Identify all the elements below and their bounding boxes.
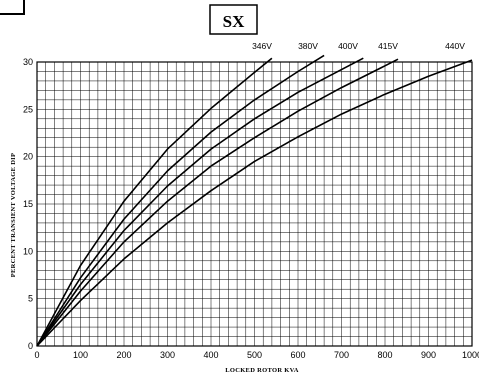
x-tick-label: 500 xyxy=(247,350,262,360)
y-tick-label: 25 xyxy=(23,104,33,114)
plot-frame xyxy=(36,61,473,347)
x-tick-label: 800 xyxy=(377,350,392,360)
series-label-440v: 440V xyxy=(445,41,465,51)
series-label-400v: 400V xyxy=(338,41,358,51)
x-axis-title: LOCKED ROTOR KVA xyxy=(225,367,299,374)
x-tick-label: 0 xyxy=(34,350,39,360)
y-axis-title: PERCENT TRANSIENT VOLTAGE DIP xyxy=(10,153,17,278)
chart-title: SX xyxy=(223,12,245,31)
x-tick-label: 900 xyxy=(421,350,436,360)
title-box xyxy=(209,4,258,35)
x-tick-label: 200 xyxy=(116,350,131,360)
x-tick-label: 100 xyxy=(73,350,88,360)
series-line-380v xyxy=(36,54,325,347)
series-label-380v: 380V xyxy=(298,41,318,51)
series-labels: 346V 380V 400V 415V 440V xyxy=(252,41,465,51)
series-line-400v xyxy=(36,57,364,347)
series-line-440v xyxy=(36,59,473,347)
y-tick-label: 15 xyxy=(23,199,33,209)
y-tick-label: 0 xyxy=(28,341,33,351)
series-label-346v: 346V xyxy=(252,41,272,51)
x-tick-label: 700 xyxy=(334,350,349,360)
series-line-415v xyxy=(36,58,399,347)
x-tick-label: 400 xyxy=(203,350,218,360)
series-lines xyxy=(36,54,473,347)
x-tick-label: 300 xyxy=(160,350,175,360)
corner-box-fragment xyxy=(0,0,25,15)
x-tick-label: 600 xyxy=(290,350,305,360)
grid xyxy=(37,62,472,346)
y-tick-label: 30 xyxy=(23,57,33,67)
y-tick-label: 10 xyxy=(23,246,33,256)
series-line-346v xyxy=(36,57,273,347)
y-tick-label: 5 xyxy=(28,294,33,304)
series-label-415v: 415V xyxy=(378,41,398,51)
y-tick-label: 20 xyxy=(23,152,33,162)
